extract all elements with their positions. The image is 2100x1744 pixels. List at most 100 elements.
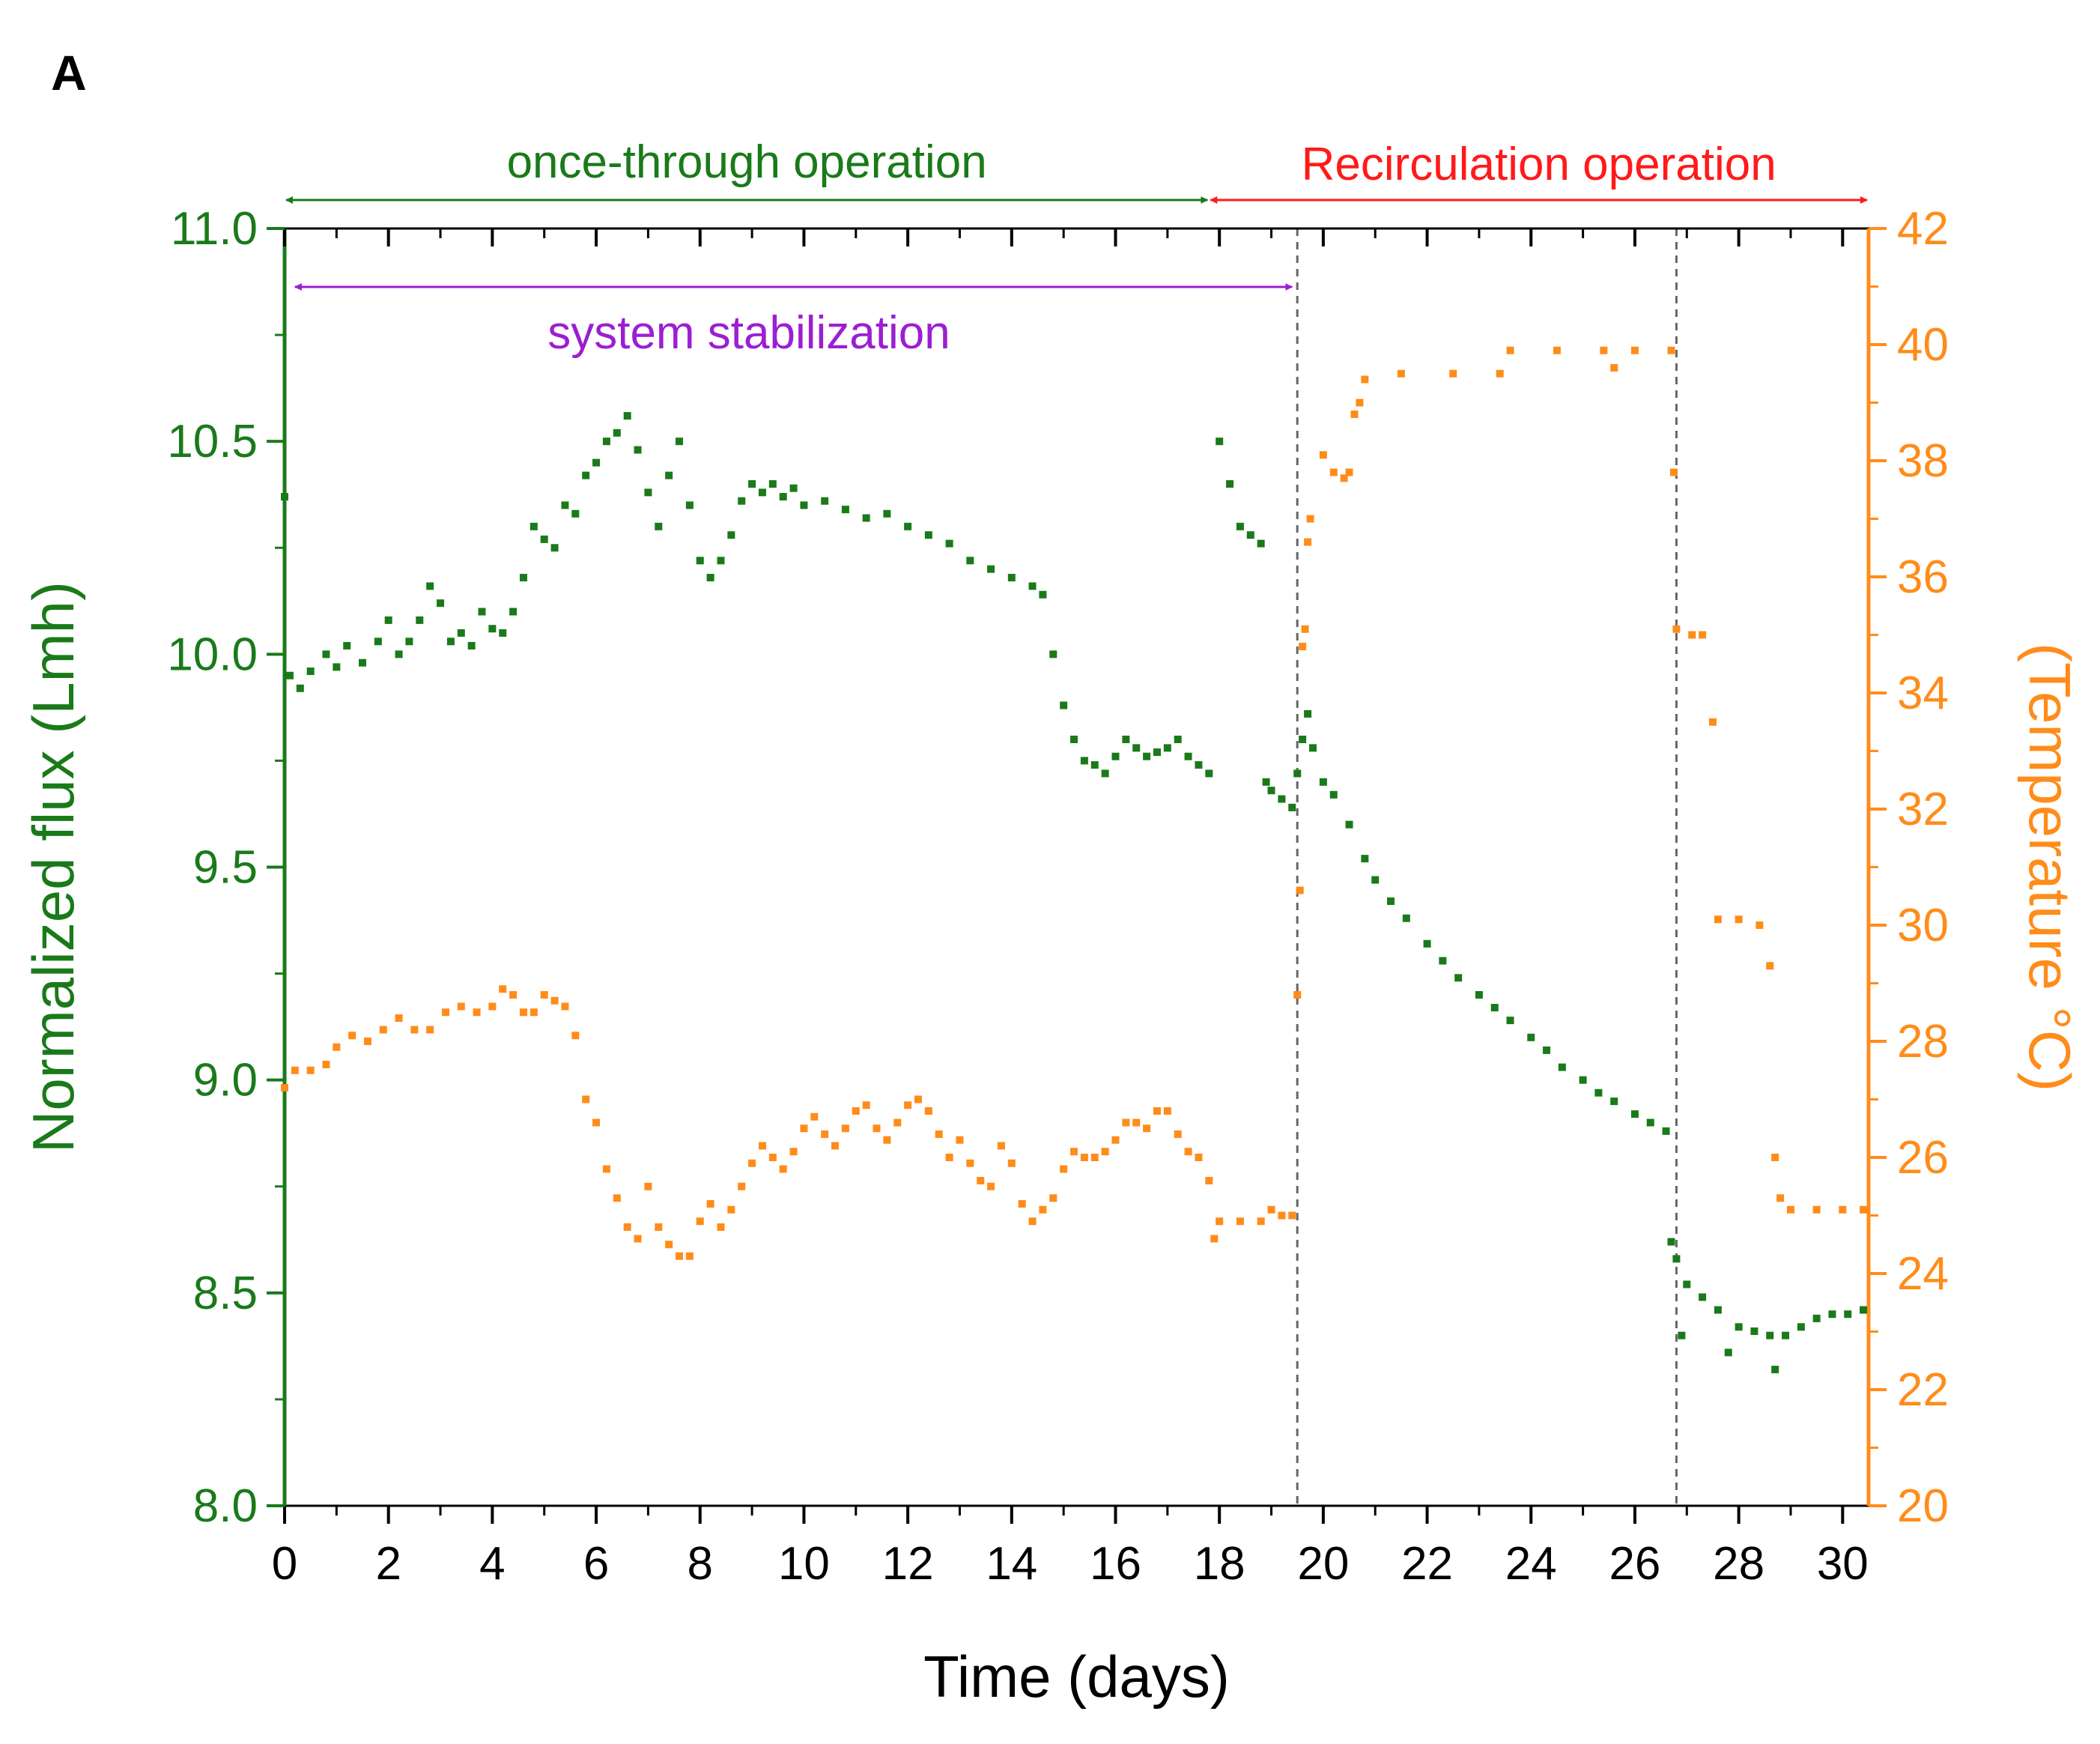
temperature-point (1860, 1205, 1868, 1214)
y2-tick-label: 26 (1897, 1132, 1949, 1184)
temperature-point (1506, 346, 1514, 354)
temperature-point (1306, 515, 1314, 523)
temperature-point (561, 1002, 569, 1011)
temperature-point (1288, 1211, 1296, 1220)
flux-point (1844, 1310, 1852, 1318)
temperature-point (924, 1107, 932, 1115)
flux-point (1735, 1323, 1743, 1331)
flux-point (1797, 1323, 1805, 1331)
flux-point (1226, 480, 1234, 488)
flux-point (1111, 752, 1120, 760)
temperature-point (997, 1142, 1005, 1150)
flux-point (1610, 1097, 1618, 1106)
temperature-point (1070, 1148, 1078, 1156)
flux-point (1174, 736, 1182, 743)
temperature-point (488, 1002, 497, 1011)
flux-point (416, 616, 424, 624)
temperature-point (1039, 1205, 1047, 1214)
temperature-point (1278, 1211, 1286, 1220)
flux-point (446, 638, 455, 646)
flux-point (862, 514, 870, 522)
x-tick-label: 26 (1609, 1538, 1660, 1590)
flux-point (1288, 803, 1296, 811)
temperature-point (696, 1217, 704, 1226)
flux-point (1267, 787, 1275, 795)
plot-frame (283, 227, 1870, 1507)
temperature-point (904, 1101, 912, 1109)
flux-point (1667, 1238, 1675, 1246)
x-tick-label: 16 (1090, 1538, 1141, 1590)
temperature-point (592, 1118, 601, 1127)
temperature-point (1122, 1118, 1130, 1127)
flux-point (706, 574, 714, 582)
temperature-point (1018, 1200, 1026, 1208)
temperature-point (1007, 1159, 1016, 1167)
temperature-point (883, 1136, 891, 1144)
temperature-point (758, 1142, 766, 1150)
flux-point (343, 641, 351, 650)
flux-point (883, 509, 891, 518)
flux-point (405, 638, 413, 646)
temperature-point (1216, 1217, 1224, 1226)
y2-tick-label: 30 (1897, 900, 1949, 951)
recirculation-label: Recirculation operation (1302, 139, 1776, 190)
temperature-point (1610, 364, 1618, 372)
temperature-point (1630, 346, 1639, 354)
flux-point (768, 480, 777, 488)
temperature-point (1132, 1118, 1141, 1127)
flux-series (281, 412, 1868, 1374)
flux-point (1646, 1118, 1654, 1127)
temperature-point (281, 1084, 288, 1091)
y2-tick-label: 40 (1897, 319, 1949, 371)
x-tick-label: 18 (1194, 1538, 1245, 1590)
temperature-point (1257, 1217, 1265, 1226)
flux-point (1049, 650, 1057, 658)
flux-point (1439, 957, 1447, 965)
temperature-point (852, 1107, 860, 1115)
y2-tick-label: 20 (1897, 1480, 1949, 1532)
flux-point (1007, 574, 1016, 582)
flux-point (1812, 1314, 1821, 1322)
flux-point (1132, 744, 1141, 752)
flux-point (550, 544, 559, 552)
temperature-point (1340, 474, 1348, 482)
temperature-point (987, 1182, 995, 1190)
y-tick-label: 8.0 (193, 1480, 258, 1532)
flux-point (1246, 531, 1254, 539)
temperature-point (1714, 915, 1722, 924)
x-axis-ticks: 0 2 4 6 8 10 12 14 16 18 20 22 24 26 28 30 (272, 228, 1869, 1590)
temperature-point (1060, 1165, 1068, 1173)
temperature-point (935, 1130, 943, 1138)
flux-point (1080, 757, 1088, 765)
temperature-point (529, 1008, 538, 1017)
temperature-point (1111, 1136, 1120, 1144)
temperature-point (395, 1014, 403, 1022)
temperature-point (550, 996, 559, 1005)
flux-point (426, 582, 434, 590)
flux-point (676, 437, 684, 446)
flux-point (904, 522, 912, 530)
temperature-point (1672, 625, 1681, 633)
flux-point (1205, 769, 1213, 778)
temperature-point (1236, 1217, 1244, 1226)
temperature-point (1174, 1130, 1182, 1138)
temperature-point (1296, 886, 1304, 894)
x-tick-label: 2 (375, 1538, 401, 1590)
temperature-point (1771, 1154, 1779, 1161)
flux-point (359, 658, 367, 667)
temperature-point (873, 1124, 881, 1133)
flux-point (1630, 1110, 1639, 1118)
flux-point (1122, 736, 1130, 743)
flux-point (1329, 790, 1338, 799)
flux-point (1163, 744, 1171, 752)
temperature-point (1184, 1148, 1192, 1156)
flux-point (727, 531, 735, 539)
flux-point (1490, 1004, 1499, 1012)
flux-point (1766, 1331, 1774, 1339)
flux-point (1423, 939, 1431, 948)
temperature-point (602, 1165, 610, 1173)
temperature-point (1205, 1177, 1213, 1184)
y-tick-label: 9.5 (193, 842, 258, 894)
y-tick-label: 9.0 (193, 1055, 258, 1106)
temperature-point (1766, 962, 1774, 970)
